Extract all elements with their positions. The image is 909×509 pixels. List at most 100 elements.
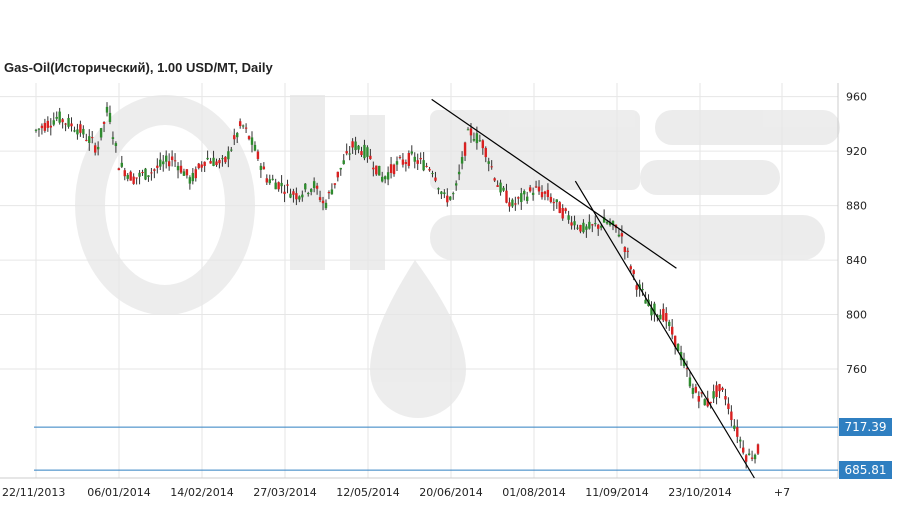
y-axis: 760 800 840 880 920 960 (846, 91, 867, 376)
candle-body (685, 368, 689, 370)
candle-body (437, 188, 440, 190)
candle-body (712, 391, 715, 399)
candle-body (694, 386, 698, 393)
candle-body (570, 222, 573, 226)
candle-body (567, 215, 570, 220)
candle-body (650, 307, 653, 316)
candle-body (493, 178, 496, 181)
y-tick-label: 880 (846, 200, 867, 213)
candle-body (224, 156, 227, 163)
candle-body (34, 129, 38, 131)
candle-body (629, 266, 632, 270)
candle-body (540, 192, 544, 198)
candle-body (230, 149, 233, 151)
candle-body (357, 145, 360, 150)
candle-body (676, 344, 680, 351)
chart-title: Gas-Oil(Исторический), 1.00 USD/MT, Dail… (4, 60, 273, 75)
candle-body (617, 234, 621, 237)
candle-body (176, 165, 180, 171)
x-tick-label: +7 (774, 486, 790, 499)
candle-body (422, 160, 425, 171)
price-levels (34, 426, 838, 471)
candle-body (410, 151, 413, 154)
candles (34, 102, 760, 469)
candle-body (653, 303, 656, 315)
candle-body (79, 124, 82, 133)
y-tick-label: 920 (846, 145, 867, 158)
candle-body (487, 161, 490, 164)
candle-body (449, 196, 452, 200)
candle-body (262, 166, 266, 170)
candle-body (369, 155, 372, 160)
candle-body (55, 116, 58, 119)
candle-body (336, 171, 340, 178)
candle-body (472, 139, 476, 141)
candle-body (147, 175, 150, 177)
candle-body (582, 222, 585, 233)
candle-body (203, 161, 206, 166)
candle-body (691, 388, 695, 394)
candle-body (756, 444, 760, 454)
candle-body (132, 176, 135, 184)
candle-body (460, 157, 464, 164)
candle-body (206, 157, 209, 160)
candle-body (635, 285, 638, 290)
candle-body (99, 128, 103, 138)
candle-body (363, 144, 366, 159)
candle-body (727, 403, 730, 409)
y-tick-label: 960 (846, 91, 867, 104)
candle-body (123, 170, 126, 177)
candle-body (715, 385, 718, 398)
candle-body (599, 225, 603, 228)
candle-body (543, 191, 547, 194)
candle-body (709, 401, 712, 404)
candle-body (389, 164, 393, 173)
candle-body (597, 224, 600, 229)
candle-body (259, 165, 263, 170)
candle-body (733, 425, 736, 429)
candle-body (333, 183, 337, 185)
candle-body (381, 176, 384, 182)
candle-body (454, 183, 458, 186)
candle-body (156, 165, 159, 168)
candle-body (321, 200, 325, 204)
candle-body (588, 221, 591, 229)
candle-body (301, 194, 304, 198)
candle-body (478, 140, 482, 142)
candle-body (64, 123, 67, 125)
candle-body (668, 321, 671, 327)
candle-body (452, 193, 455, 195)
candle-body (576, 227, 579, 229)
candle-body (537, 186, 541, 192)
candle-body (744, 455, 748, 462)
candle-body (605, 221, 609, 224)
candle-body (662, 308, 665, 321)
candle-body (366, 147, 369, 157)
candle-body (378, 165, 381, 176)
candle-body (212, 157, 215, 166)
candle-body (742, 447, 745, 453)
candle-body (481, 140, 485, 149)
candle-body (419, 157, 422, 160)
candle-body (531, 192, 535, 195)
candle-body (466, 129, 470, 131)
candle-body (289, 193, 292, 198)
candle-body (292, 191, 295, 195)
candle-body (502, 187, 505, 191)
candle-body (126, 174, 129, 179)
candle-body (525, 196, 529, 201)
candle-body (446, 195, 449, 203)
candle-body (585, 226, 588, 230)
candle-body (496, 185, 499, 187)
candle-body (120, 162, 124, 167)
candle-body (360, 151, 363, 156)
candle-body (221, 158, 224, 160)
candle-body (339, 167, 342, 170)
candle-body (721, 387, 724, 390)
candle-body (200, 164, 203, 168)
candle-body (37, 128, 41, 130)
x-tick-label: 27/03/2014 (253, 486, 316, 499)
candle-body (265, 178, 269, 183)
candle-body (277, 182, 280, 190)
